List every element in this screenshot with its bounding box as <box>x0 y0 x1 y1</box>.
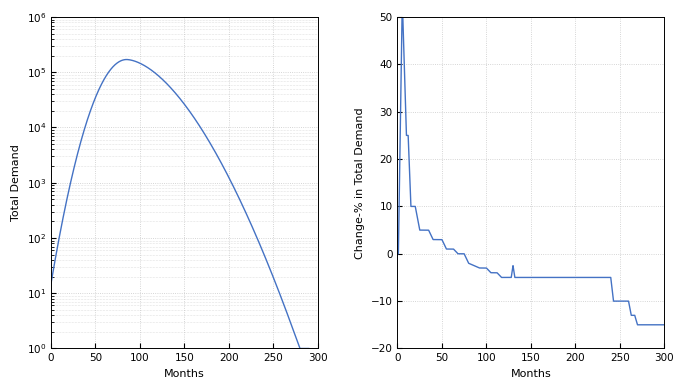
Y-axis label: Total Demand: Total Demand <box>11 144 21 221</box>
X-axis label: Months: Months <box>164 369 205 379</box>
Y-axis label: Change-% in Total Demand: Change-% in Total Demand <box>356 107 365 259</box>
X-axis label: Months: Months <box>510 369 551 379</box>
